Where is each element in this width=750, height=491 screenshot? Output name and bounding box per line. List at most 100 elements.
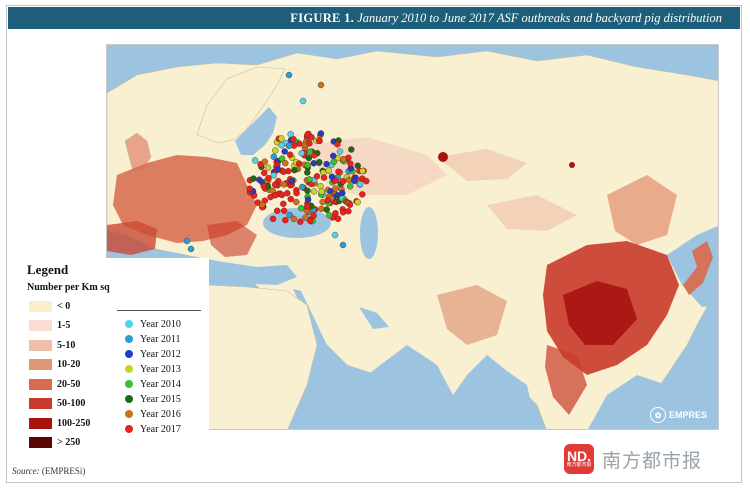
outbreak-marker xyxy=(325,167,332,174)
outbreak-marker xyxy=(286,211,293,219)
map-panel xyxy=(106,44,719,430)
outbreak-marker xyxy=(269,215,277,223)
outbreak-marker xyxy=(363,177,370,185)
source-value: (EMPRESi) xyxy=(41,466,86,476)
year-marker-icon xyxy=(125,425,133,433)
outbreak-marker xyxy=(274,165,281,173)
year-label: Year 2017 xyxy=(140,423,181,435)
outbreak-marker xyxy=(298,149,305,157)
density-legend-item: 20-50 xyxy=(29,378,80,390)
outbreak-marker xyxy=(306,140,313,147)
source-prefix: Source: xyxy=(12,466,40,476)
outbreak-marker xyxy=(291,166,298,174)
year-label: Year 2015 xyxy=(140,393,181,405)
outbreak-marker xyxy=(278,155,286,162)
caspian-sea xyxy=(360,207,378,259)
density-legend-item: 5-10 xyxy=(29,339,75,351)
outbreak-marker xyxy=(278,191,286,199)
outbreak-marker xyxy=(295,160,303,167)
outbreak-marker xyxy=(260,183,268,190)
density-label: 1-5 xyxy=(57,320,71,331)
map-legend: Legend Number per Km sq < 0 1-5 5-10 10-20 2… xyxy=(21,258,209,448)
outbreak-marker xyxy=(324,196,332,204)
outbreak-marker xyxy=(310,152,318,159)
outbreak-marker xyxy=(339,178,347,185)
density-legend-item: 100-250 xyxy=(29,417,90,429)
outbreak-marker xyxy=(270,153,278,161)
outbreak-marker xyxy=(187,245,195,253)
density-label: 50-100 xyxy=(57,398,86,409)
density-legend-item: 10-20 xyxy=(29,359,80,371)
outbreak-marker xyxy=(280,181,288,188)
density-label: 100-250 xyxy=(57,417,91,429)
outbreak-marker xyxy=(334,141,341,148)
outbreak-marker xyxy=(286,151,294,158)
density-swatch xyxy=(29,417,52,429)
outbreak-marker xyxy=(256,176,263,183)
outbreak-marker xyxy=(339,189,346,197)
empres-logo-text: EMPRES xyxy=(669,410,708,420)
figure-label: FIGURE 1. xyxy=(290,11,355,25)
outbreak-marker xyxy=(310,212,317,219)
year-label: Year 2013 xyxy=(140,363,181,375)
outbreak-marker xyxy=(278,135,285,142)
south-china-sea xyxy=(588,375,667,429)
outbreak-marker xyxy=(270,172,278,179)
outbreak-marker xyxy=(258,201,266,209)
outbreak-marker xyxy=(345,207,352,215)
year-label: Year 2016 xyxy=(140,408,181,420)
outbreak-marker xyxy=(359,191,366,198)
outbreak-marker xyxy=(293,198,300,206)
density-swatch xyxy=(29,398,52,409)
outbreak-marker xyxy=(296,140,303,147)
outbreak-marker xyxy=(320,174,328,181)
density-label: 5-10 xyxy=(57,339,76,351)
outbreak-marker xyxy=(264,164,272,171)
outbreak-marker xyxy=(299,97,307,105)
sichuan-core-density xyxy=(563,281,637,345)
outbreak-marker xyxy=(318,205,325,213)
outbreak-marker xyxy=(287,131,294,138)
year-label: Year 2010 xyxy=(140,318,181,330)
outbreak-marker xyxy=(303,203,311,211)
japan xyxy=(683,241,713,295)
outbreak-marker xyxy=(345,176,353,184)
density-label: 10-20 xyxy=(57,359,81,370)
year-label: Year 2014 xyxy=(140,378,181,390)
outbreak-marker xyxy=(271,181,279,189)
urals-hotspot xyxy=(438,152,448,162)
year-marker-icon xyxy=(125,350,133,358)
outbreak-marker xyxy=(330,158,338,166)
persian-gulf xyxy=(359,307,389,329)
outbreak-marker xyxy=(335,168,342,175)
legend-title: Legend xyxy=(27,262,69,277)
scandinavia xyxy=(196,66,286,144)
year-marker-icon xyxy=(125,380,133,388)
outbreak-marker xyxy=(265,174,272,182)
year-legend-item: Year 2017 xyxy=(125,423,181,435)
outbreak-marker xyxy=(340,155,347,163)
outbreak-marker xyxy=(302,214,309,221)
year-marker-icon xyxy=(125,320,133,328)
density-legend-item: > 250 xyxy=(29,437,80,449)
density-label: < 0 xyxy=(57,300,71,312)
mongolia-hotspot xyxy=(569,162,575,168)
legend-unit: Number per Km sq xyxy=(27,282,110,293)
newspaper-watermark: ND. 南方都市报 南方都市报 xyxy=(564,442,702,476)
outbreak-marker xyxy=(282,216,289,224)
density-swatch xyxy=(29,339,52,351)
outbreak-marker xyxy=(313,173,321,180)
outbreak-marker xyxy=(290,135,297,143)
outbreak-marker xyxy=(297,204,305,212)
outbreak-marker xyxy=(317,81,325,89)
outbreak-marker xyxy=(284,189,291,197)
outbreak-marker xyxy=(305,154,313,162)
outbreak-marker xyxy=(310,188,318,195)
outbreak-marker xyxy=(261,158,269,165)
empres-logo: ✿ EMPRES xyxy=(650,406,707,424)
baltic-sea xyxy=(235,107,277,155)
outbreak-marker xyxy=(359,167,366,175)
density-label: 20-50 xyxy=(57,378,81,390)
watermark-text: 南方都市报 xyxy=(602,449,703,472)
year-legend-item: Year 2013 xyxy=(125,363,181,375)
